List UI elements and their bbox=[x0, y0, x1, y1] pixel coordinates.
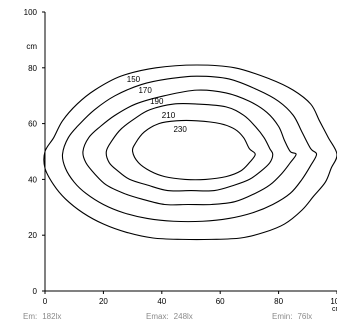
minimum-illuminance-label: Emin: bbox=[272, 312, 293, 321]
y-unit-label: cm bbox=[26, 42, 37, 51]
contour-label-210: 210 bbox=[162, 111, 176, 120]
x-tick-label: 100 bbox=[330, 297, 337, 306]
y-tick-label: 100 bbox=[24, 8, 38, 17]
contour-label-150: 150 bbox=[127, 75, 141, 84]
contour-line-190 bbox=[82, 89, 297, 206]
x-tick-label: 40 bbox=[157, 297, 166, 306]
x-tick-label: 0 bbox=[43, 297, 48, 306]
contour-line-210 bbox=[105, 102, 274, 192]
minimum-illuminance: Emin: 76lx bbox=[272, 312, 312, 321]
x-tick-label: 20 bbox=[99, 297, 108, 306]
contour-label-170: 170 bbox=[138, 86, 152, 95]
y-tick-label: 80 bbox=[28, 64, 37, 73]
average-illuminance-label: Em: bbox=[23, 312, 38, 321]
average-illuminance-value: 182lx bbox=[42, 312, 62, 321]
contour-line-230 bbox=[131, 119, 256, 181]
axes: 020406080100cm020406080100cm bbox=[24, 8, 337, 313]
maximum-illuminance-label: Emax: bbox=[146, 312, 169, 321]
illuminance-stats: Em: 182lx Emax: 248lx Emin: 76lx bbox=[0, 312, 337, 326]
contour-labels: 150 170 190 210 230 bbox=[127, 75, 188, 134]
y-tick-label: 0 bbox=[33, 287, 38, 296]
x-tick-label: 80 bbox=[274, 297, 283, 306]
contour-lines bbox=[43, 64, 337, 241]
maximum-illuminance-value: 248lx bbox=[173, 312, 193, 321]
y-tick-label: 40 bbox=[28, 175, 37, 184]
y-tick-label: 60 bbox=[28, 120, 37, 129]
maximum-illuminance: Emax: 248lx bbox=[146, 312, 193, 321]
contour-label-190: 190 bbox=[150, 97, 164, 106]
contour-line-170 bbox=[61, 75, 318, 223]
contour-line-150 bbox=[43, 64, 337, 241]
minimum-illuminance-value: 76lx bbox=[297, 312, 313, 321]
y-tick-label: 20 bbox=[28, 231, 37, 240]
contour-label-230: 230 bbox=[173, 125, 187, 134]
average-illuminance: Em: 182lx bbox=[23, 312, 61, 321]
x-tick-label: 60 bbox=[216, 297, 225, 306]
x-unit-label: cm bbox=[332, 306, 337, 313]
